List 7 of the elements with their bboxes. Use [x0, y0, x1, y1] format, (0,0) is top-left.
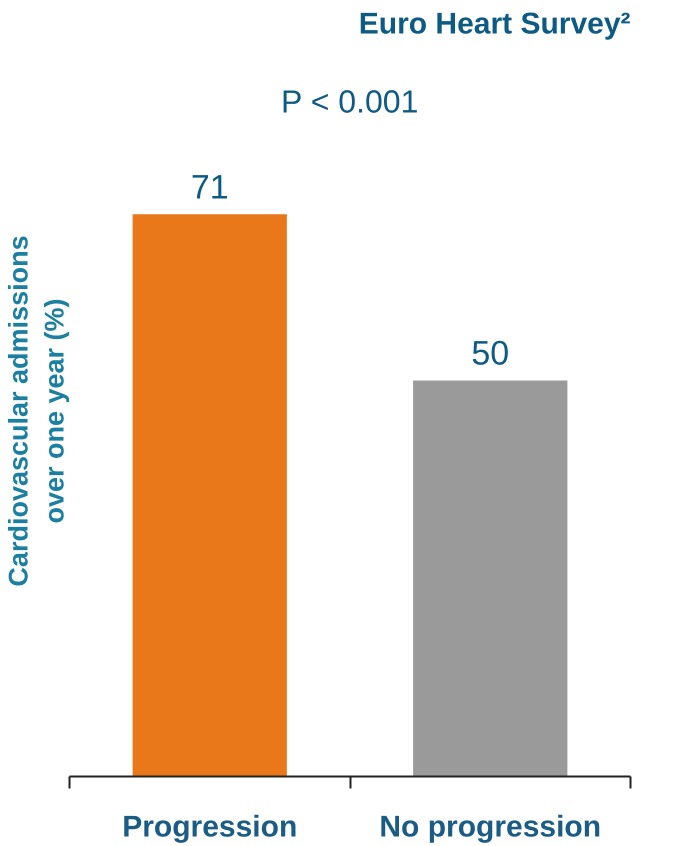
data-label: 50 — [471, 334, 510, 373]
data-label: 71 — [190, 168, 229, 206]
chart-title: Euro Heart Survey² — [358, 8, 631, 40]
text: P < 0.001 — [281, 84, 418, 120]
x-tick-label: No progression — [379, 810, 602, 844]
x-tick-label: Progression — [122, 810, 298, 844]
y-axis-title: Cardiovascular admissions over one year (%) — [4, 235, 70, 587]
